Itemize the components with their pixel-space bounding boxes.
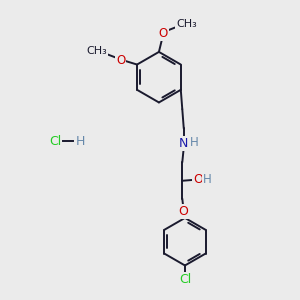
Text: H: H [76,135,85,148]
Text: O: O [193,173,203,186]
Text: O: O [178,206,188,218]
Text: CH₃: CH₃ [86,46,107,56]
Text: N: N [179,137,188,150]
Text: Cl: Cl [179,273,191,286]
Text: Cl: Cl [49,135,61,148]
Text: H: H [190,136,199,149]
Text: O: O [116,54,125,67]
Text: O: O [159,27,168,40]
Text: CH₃: CH₃ [176,19,196,29]
Text: H: H [203,173,212,186]
